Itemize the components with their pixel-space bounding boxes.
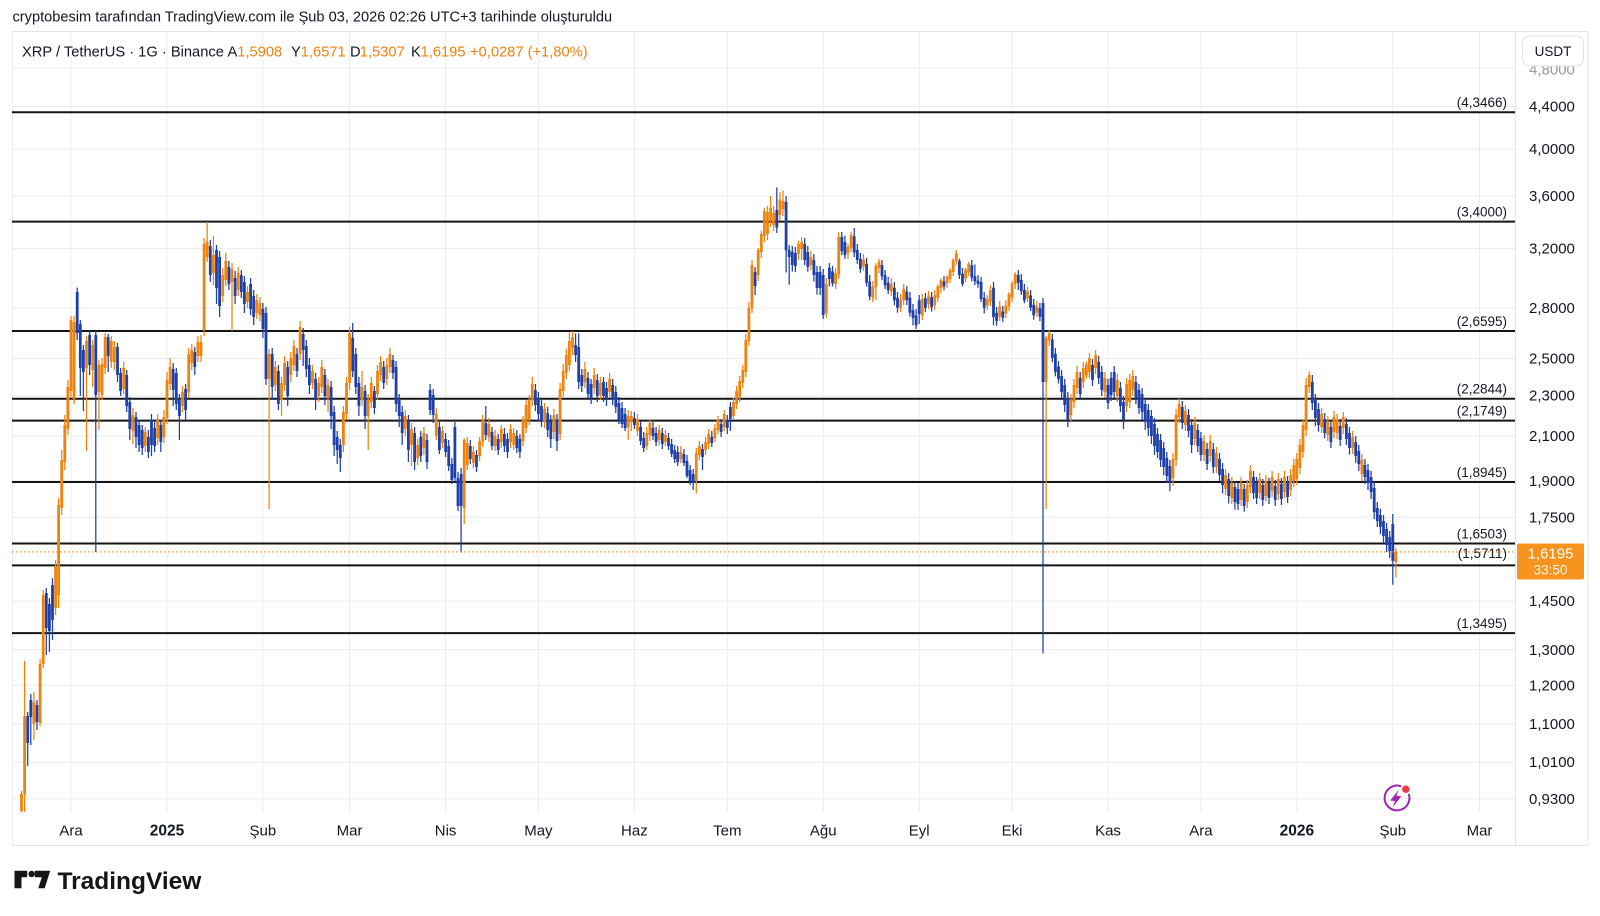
svg-text:(1,6503): (1,6503) [1457,527,1507,542]
svg-text:Nis: Nis [435,823,457,840]
svg-text:(1,3495): (1,3495) [1457,616,1507,631]
svg-text:1,4500: 1,4500 [1529,593,1575,610]
svg-text:4,0000: 4,0000 [1529,141,1575,158]
svg-text:(1,5711): (1,5711) [1458,546,1507,561]
svg-text:Ara: Ara [1189,823,1213,840]
svg-text:3,6000: 3,6000 [1529,188,1575,205]
svg-text:1,2000: 1,2000 [1529,677,1575,694]
svg-text:1,6195: 1,6195 [1528,546,1574,563]
svg-text:2,1000: 2,1000 [1529,428,1575,445]
svg-text:May: May [524,823,553,840]
svg-text:33:50: 33:50 [1534,563,1568,578]
svg-text:(2,2844): (2,2844) [1457,382,1507,397]
svg-text:Tem: Tem [713,823,741,840]
svg-text:(1,8945): (1,8945) [1457,465,1507,480]
svg-text:XRP / TetherUS · 1G · Binance: XRP / TetherUS · 1G · Binance [22,45,224,61]
svg-text:Mar: Mar [1467,823,1493,840]
svg-text:1,3000: 1,3000 [1529,642,1575,659]
svg-text:Eki: Eki [1002,823,1023,840]
svg-text:4,4000: 4,4000 [1529,99,1575,116]
svg-text:2026: 2026 [1280,823,1315,840]
svg-text:1,9000: 1,9000 [1529,473,1575,490]
svg-text:(4,3466): (4,3466) [1457,95,1507,110]
svg-text:Eyl: Eyl [909,823,930,840]
svg-text:Şub: Şub [1379,823,1406,840]
svg-text:0,9300: 0,9300 [1529,791,1575,808]
svg-text:1,0100: 1,0100 [1529,754,1575,771]
svg-text:cryptobesim tarafından Trading: cryptobesim tarafından TradingView.com i… [13,10,613,26]
svg-text:Ara: Ara [59,823,83,840]
svg-text:2,5000: 2,5000 [1529,351,1575,368]
svg-text:(2,1749): (2,1749) [1457,404,1507,419]
svg-text:Ağu: Ağu [810,823,837,840]
svg-text:(3,4000): (3,4000) [1457,205,1507,220]
svg-text:1,1000: 1,1000 [1529,716,1575,733]
svg-text:2,8000: 2,8000 [1529,300,1575,317]
svg-text:Kas: Kas [1095,823,1121,840]
svg-text:2025: 2025 [150,823,185,840]
svg-text:USDT: USDT [1535,44,1572,59]
svg-text:Haz: Haz [621,823,648,840]
svg-text:1,7500: 1,7500 [1529,509,1575,526]
svg-text:(2,6595): (2,6595) [1457,314,1507,329]
svg-text:Şub: Şub [250,823,277,840]
svg-text:TradingView: TradingView [58,868,203,895]
svg-text:3,2000: 3,2000 [1529,241,1575,258]
svg-text:Mar: Mar [337,823,363,840]
svg-text:2,3000: 2,3000 [1529,388,1575,405]
